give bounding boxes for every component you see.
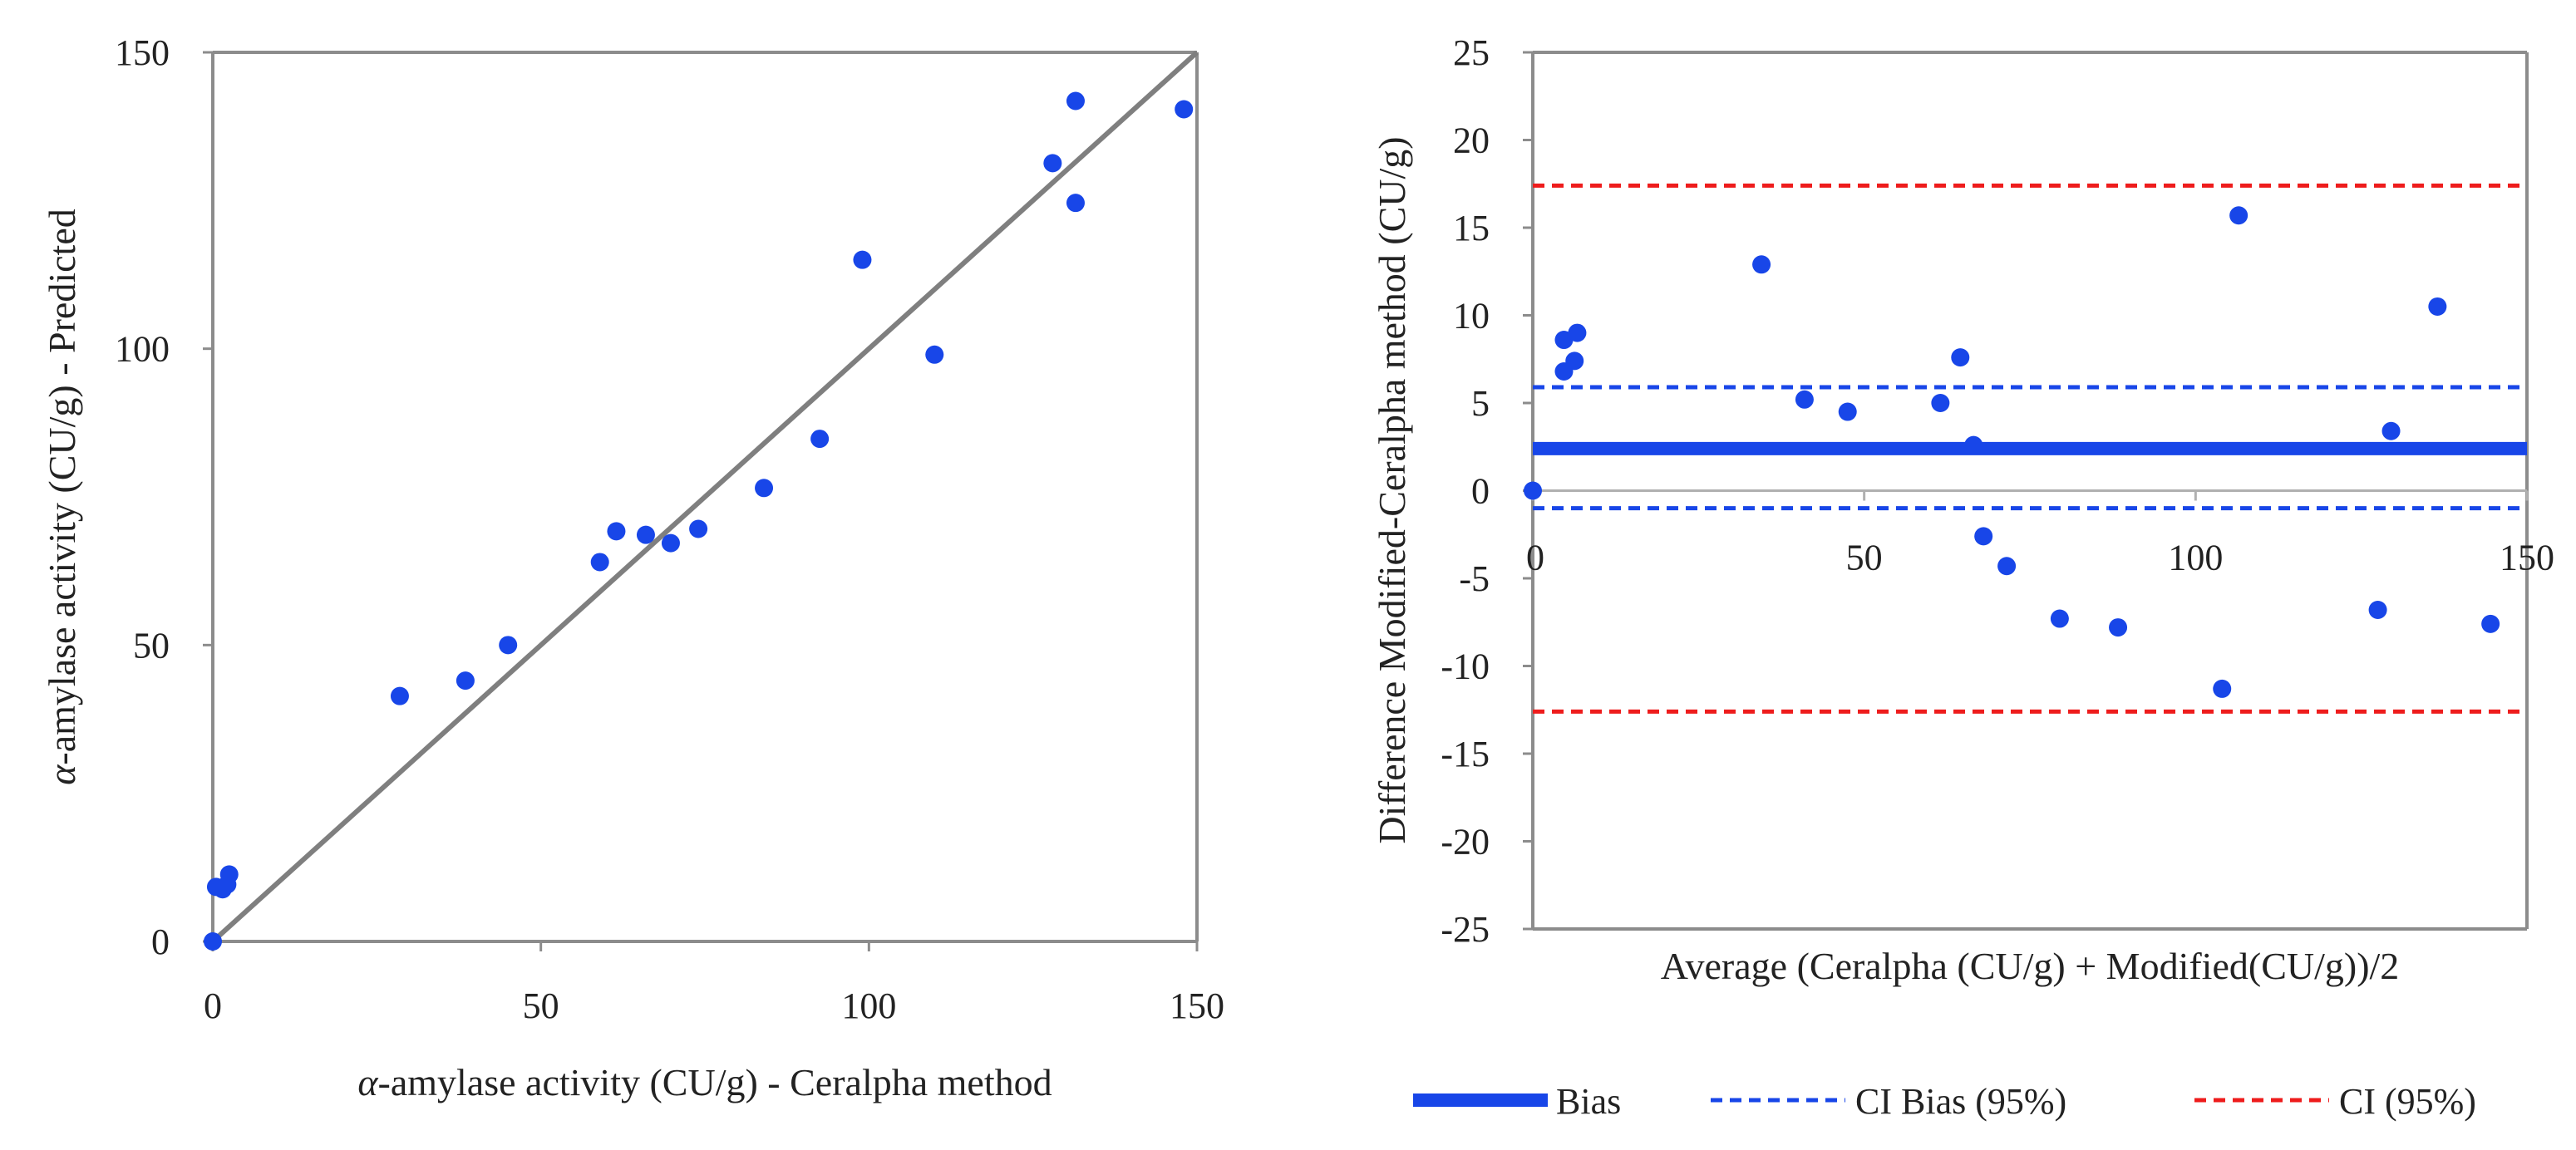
y-axis-title-text: -amylase activity (CU/g) - Predicted bbox=[41, 209, 83, 764]
data-point bbox=[204, 932, 222, 951]
data-point bbox=[1565, 351, 1584, 371]
data-point bbox=[1524, 481, 1542, 500]
y-tick-label: 10 bbox=[1453, 296, 1490, 337]
y-ticks: 0 50 100 150 bbox=[115, 32, 213, 962]
legend: Bias CI Bias (95%) CI (95%) bbox=[1413, 1081, 2476, 1122]
legend-ci-label: CI (95%) bbox=[2339, 1081, 2476, 1122]
x-tick-label: 100 bbox=[2168, 538, 2223, 578]
data-point bbox=[1997, 557, 2017, 576]
x-tick-label: 150 bbox=[1170, 985, 1224, 1026]
data-point bbox=[499, 636, 518, 655]
data-point bbox=[755, 479, 774, 498]
data-point bbox=[1964, 435, 1983, 455]
data-point bbox=[1951, 348, 1970, 367]
data-point bbox=[1066, 91, 1085, 111]
data-point bbox=[2229, 206, 2248, 225]
data-point bbox=[2381, 421, 2401, 440]
data-point bbox=[2368, 600, 2387, 619]
y-axis-title: Difference Modified-Ceralpha method (CU/… bbox=[1371, 136, 1413, 843]
data-point bbox=[456, 671, 475, 690]
data-point bbox=[1838, 402, 1857, 421]
data-point bbox=[853, 250, 872, 269]
x-axis-title: Average (Ceralpha (CU/g) + Modified(CU/g… bbox=[1661, 945, 2400, 987]
data-point bbox=[810, 430, 830, 449]
y-tick-label: -25 bbox=[1441, 909, 1490, 950]
data-point bbox=[1931, 394, 1950, 412]
y-axis-title: α-amylase activity (CU/g) - Predicted bbox=[41, 209, 83, 785]
data-point bbox=[2481, 614, 2500, 633]
y-tick-label: -5 bbox=[1459, 558, 1490, 599]
y-tick-label: -15 bbox=[1441, 734, 1490, 774]
identity-line bbox=[210, 50, 1199, 944]
y-tick-label: 15 bbox=[1453, 208, 1490, 248]
data-point bbox=[1752, 255, 1771, 274]
data-point bbox=[390, 686, 409, 705]
x-ticks: 0 50 100 150 bbox=[204, 941, 1224, 1026]
data-point bbox=[661, 533, 680, 553]
data-point bbox=[2050, 609, 2069, 628]
x-tick-label: 150 bbox=[2500, 538, 2554, 578]
y-tick-label: 150 bbox=[115, 32, 170, 73]
y-tick-label: -20 bbox=[1441, 822, 1490, 862]
data-point bbox=[1795, 390, 1814, 409]
y-tick-label: 20 bbox=[1453, 120, 1490, 161]
x-axis-title: α-amylase activity (CU/g) - Ceralpha met… bbox=[357, 1061, 1052, 1103]
x-ticks: 0 50 100 150 bbox=[1526, 490, 2554, 578]
x-tick-label: 50 bbox=[1846, 538, 1883, 578]
data-point bbox=[2213, 679, 2232, 698]
y-tick-label: -10 bbox=[1441, 646, 1490, 687]
y-tick-label: 100 bbox=[115, 329, 170, 370]
data-point bbox=[1974, 527, 1993, 546]
bland-altman-chart: 0 50 100 150 -25 -20 -15 -10 -5 0 5 10 15 20 25 Diffe… bbox=[1371, 32, 2554, 1122]
x-tick-label: 0 bbox=[1526, 538, 1544, 578]
legend-ci-bias-label: CI Bias (95%) bbox=[1855, 1081, 2066, 1122]
legend-bias-label: Bias bbox=[1556, 1081, 1621, 1122]
x-axis-title-text: -amylase activity (CU/g) - Ceralpha meth… bbox=[378, 1061, 1052, 1103]
y-tick-label: 5 bbox=[1471, 383, 1490, 424]
x-tick-label: 0 bbox=[204, 985, 222, 1026]
data-point bbox=[636, 525, 655, 544]
data-point bbox=[1043, 154, 1062, 173]
data-point bbox=[607, 522, 626, 541]
data-point bbox=[1066, 194, 1085, 213]
y-tick-label: 25 bbox=[1453, 32, 1490, 73]
data-point bbox=[689, 519, 708, 538]
data-point bbox=[590, 553, 609, 572]
data-point bbox=[219, 865, 239, 884]
data-point bbox=[2109, 618, 2128, 637]
y-tick-label: 50 bbox=[133, 625, 170, 666]
x-axis-title-symbol: α bbox=[357, 1061, 378, 1103]
data-points bbox=[1524, 206, 2500, 698]
y-axis-title-symbol: α bbox=[41, 764, 83, 785]
data-point bbox=[925, 345, 944, 364]
x-tick-label: 50 bbox=[523, 985, 559, 1026]
data-point bbox=[1175, 100, 1194, 119]
data-point bbox=[1568, 323, 1587, 342]
data-points bbox=[204, 91, 1194, 951]
x-tick-label: 100 bbox=[841, 985, 896, 1026]
y-tick-label: 0 bbox=[151, 921, 170, 962]
y-ticks: -25 -20 -15 -10 -5 0 5 10 15 20 25 bbox=[1441, 32, 1533, 950]
y-tick-label: 0 bbox=[1471, 471, 1490, 512]
data-point bbox=[2428, 297, 2447, 316]
